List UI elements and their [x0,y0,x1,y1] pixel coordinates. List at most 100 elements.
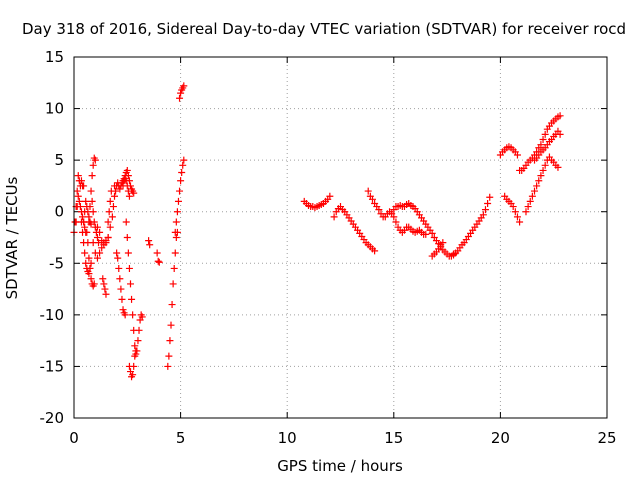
data-point [123,234,131,241]
y-axis-label: SDTVAR / TECUs [3,176,21,299]
data-point [87,275,95,283]
y-tick-label: -5 [49,254,64,272]
series-s23 [364,187,430,238]
data-points [70,82,564,381]
data-point [128,295,136,303]
y-tick-label: 0 [54,203,64,221]
data-point [80,182,88,190]
data-point [138,313,146,321]
data-point [145,237,153,245]
data-point [73,187,81,195]
data-point [539,136,547,144]
data-point [81,223,89,231]
data-point [89,208,97,216]
data-point [511,208,519,216]
x-tick-label: 15 [384,429,403,447]
series-s9 [93,192,119,249]
x-tick-label: 20 [491,429,510,447]
y-tick-label: 10 [45,100,64,118]
x-tick-label: 10 [278,429,297,447]
data-point [180,156,188,164]
data-point [86,264,94,272]
data-point [428,229,436,237]
data-point [85,254,93,262]
plot-frame [73,56,608,419]
data-point [165,352,173,360]
series-s20 [176,82,188,102]
data-point [375,206,383,214]
data-point [105,208,113,216]
data-point [85,270,93,278]
series-s18 [164,228,181,370]
data-point [77,177,85,185]
data-point [98,237,106,245]
data-point [390,213,398,221]
data-point [556,112,564,120]
data-point [330,213,338,221]
data-point [88,172,96,180]
data-point [135,326,143,334]
data-point [131,342,139,350]
data-point [87,259,95,267]
x-tick-label: 25 [597,429,616,447]
data-point [109,203,117,211]
data-point [115,264,123,272]
data-point [81,249,89,257]
data-point [116,185,124,193]
data-point [541,161,549,169]
data-point [439,239,447,247]
data-point [119,306,127,314]
data-point [484,199,492,207]
data-point [88,197,96,205]
data-point [513,213,521,221]
data-point [180,82,188,90]
data-point [93,223,101,231]
grid-lines [74,57,607,418]
data-point [371,247,379,255]
data-point [100,280,108,288]
data-point [554,163,562,171]
data-point [104,234,112,241]
data-point [179,161,187,169]
data-point [102,290,110,298]
data-point [123,182,131,190]
data-point [539,166,547,174]
data-point [533,182,541,190]
data-point [177,177,185,185]
data-point [114,254,122,262]
data-point [528,192,536,200]
data-point [89,239,97,247]
series-s17 [145,237,163,266]
series-s26 [449,193,494,259]
series-s22 [330,203,379,255]
data-point [93,254,101,262]
data-point [479,211,487,219]
data-point [76,203,84,211]
data-point [117,285,125,293]
series-s16 [125,311,146,381]
series-s27 [496,143,521,159]
data-point [171,249,179,257]
data-point [75,197,83,205]
data-point [364,187,372,195]
y-tick-label: 5 [54,151,64,169]
data-point [99,275,107,283]
data-point [108,213,116,221]
series-s15 [122,218,140,355]
data-point [174,197,182,205]
data-point [124,172,132,180]
series-s19 [171,156,188,236]
data-point [129,371,137,379]
data-point [513,151,521,159]
data-point [541,130,549,138]
data-point [124,187,132,195]
data-point [537,172,545,180]
series-s29 [516,112,564,174]
data-point [90,280,98,288]
data-point [134,337,142,345]
data-point [132,350,140,358]
data-point [112,187,120,195]
x-axis-label: GPS time / hours [277,457,403,475]
data-point [93,234,101,241]
data-point [96,249,104,257]
